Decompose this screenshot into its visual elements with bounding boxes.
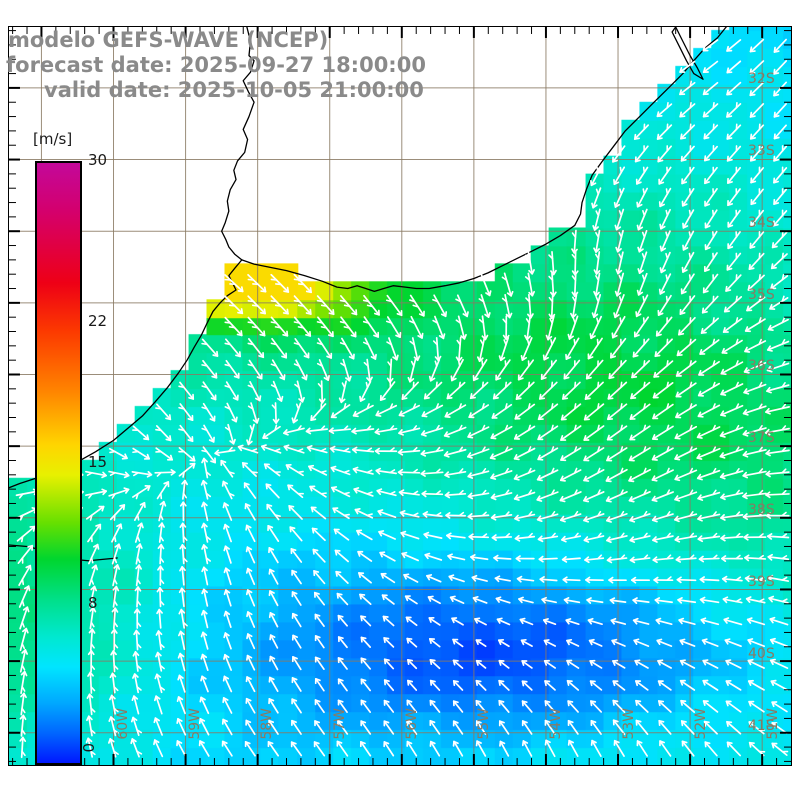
colorbar-unit-label: [m/s] <box>33 130 73 148</box>
lat-tick-label: 33S <box>748 142 775 159</box>
colorbar-gradient <box>35 161 82 765</box>
lon-tick-label: 57W <box>331 708 348 740</box>
colorbar-tick-label: 0 <box>80 743 98 753</box>
lon-tick-label: 54W <box>548 708 565 740</box>
lat-tick-label: 34S <box>748 214 775 231</box>
lat-tick-label: 32S <box>748 71 775 88</box>
colorbar-tick-label: 15 <box>88 453 108 471</box>
lon-tick-label: 53W <box>620 708 637 740</box>
lon-tick-label: 56W <box>403 708 420 740</box>
lat-tick-label: 35S <box>748 286 775 303</box>
colorbar: [m/s] 30 22 15 8 0 <box>32 130 152 780</box>
lon-tick-label: 55W <box>476 708 493 740</box>
colorbar-tick-label: 8 <box>88 593 98 612</box>
lon-tick-label: 58W <box>259 708 276 740</box>
lat-tick-label: 39S <box>748 573 775 590</box>
lat-tick-label: 37S <box>748 430 775 447</box>
lon-tick-label: 59W <box>187 708 204 740</box>
lat-tick-label: 40S <box>748 645 775 662</box>
colorbar-tick-label: 30 <box>88 151 108 169</box>
colorbar-tick-label: 22 <box>88 312 108 331</box>
lat-tick-label: 41S <box>748 717 775 734</box>
lat-tick-label: 38S <box>748 502 775 519</box>
lon-tick-label: 52W <box>692 708 709 740</box>
lat-tick-label: 36S <box>748 358 775 375</box>
